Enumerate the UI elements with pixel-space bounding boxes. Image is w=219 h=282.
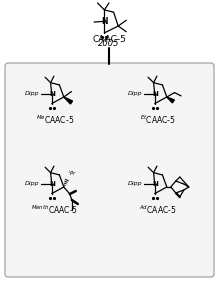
Text: $^{Menth}$CAAC-5: $^{Menth}$CAAC-5 (32, 204, 79, 216)
Text: $^{Et}$CAAC-5: $^{Et}$CAAC-5 (140, 114, 176, 126)
Text: $^{Ad}$CAAC-5: $^{Ad}$CAAC-5 (139, 204, 177, 216)
Polygon shape (64, 97, 72, 104)
Text: $^{i}$Pr: $^{i}$Pr (68, 169, 77, 179)
Text: Dipp: Dipp (25, 91, 40, 96)
Text: N: N (49, 181, 55, 187)
Text: Dipp: Dipp (128, 91, 143, 96)
Text: N: N (152, 181, 158, 187)
Text: N: N (49, 91, 55, 97)
Text: 2005: 2005 (98, 39, 120, 49)
FancyBboxPatch shape (5, 63, 214, 277)
Text: $^{Me}$CAAC-5: $^{Me}$CAAC-5 (36, 114, 74, 126)
Text: Dipp: Dipp (25, 181, 40, 186)
Text: Dipp: Dipp (128, 181, 143, 186)
Text: N: N (152, 91, 158, 97)
Polygon shape (167, 97, 174, 103)
Text: CAAC-5: CAAC-5 (92, 34, 126, 43)
Text: N: N (102, 17, 108, 26)
